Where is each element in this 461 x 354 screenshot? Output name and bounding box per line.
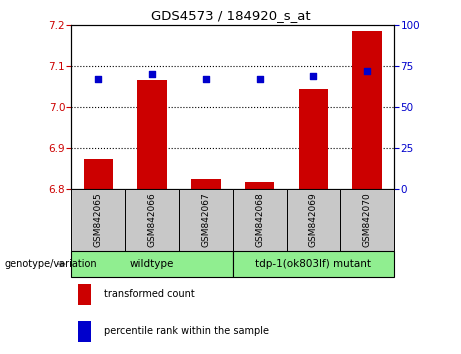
Bar <box>299 88 328 189</box>
Bar <box>245 182 274 189</box>
Point <box>95 76 102 82</box>
Text: GSM842068: GSM842068 <box>255 192 264 246</box>
Text: GSM842067: GSM842067 <box>201 192 210 246</box>
Text: wildtype: wildtype <box>130 259 174 269</box>
Bar <box>78 321 91 342</box>
Bar <box>233 251 394 277</box>
Text: GSM842069: GSM842069 <box>309 192 318 246</box>
Point <box>202 76 210 82</box>
Bar <box>287 189 340 251</box>
Text: genotype/variation: genotype/variation <box>5 259 97 269</box>
Text: GSM842065: GSM842065 <box>94 192 103 246</box>
Point <box>364 68 371 74</box>
Text: GDS4573 / 184920_s_at: GDS4573 / 184920_s_at <box>151 9 310 22</box>
Bar <box>83 159 113 189</box>
Point <box>310 73 317 79</box>
Point <box>256 76 263 82</box>
Point <box>148 72 156 77</box>
Bar <box>191 179 221 189</box>
Text: tdp-1(ok803lf) mutant: tdp-1(ok803lf) mutant <box>255 259 372 269</box>
Bar <box>137 80 167 189</box>
Bar <box>340 189 394 251</box>
Bar <box>179 189 233 251</box>
Bar <box>125 189 179 251</box>
Text: GSM842066: GSM842066 <box>148 192 157 246</box>
Bar <box>71 189 125 251</box>
Text: transformed count: transformed count <box>104 290 195 299</box>
Text: percentile rank within the sample: percentile rank within the sample <box>104 326 269 336</box>
Bar <box>78 284 91 305</box>
Text: GSM842070: GSM842070 <box>363 192 372 246</box>
Bar <box>353 31 382 189</box>
Bar <box>71 251 233 277</box>
Bar <box>233 189 287 251</box>
